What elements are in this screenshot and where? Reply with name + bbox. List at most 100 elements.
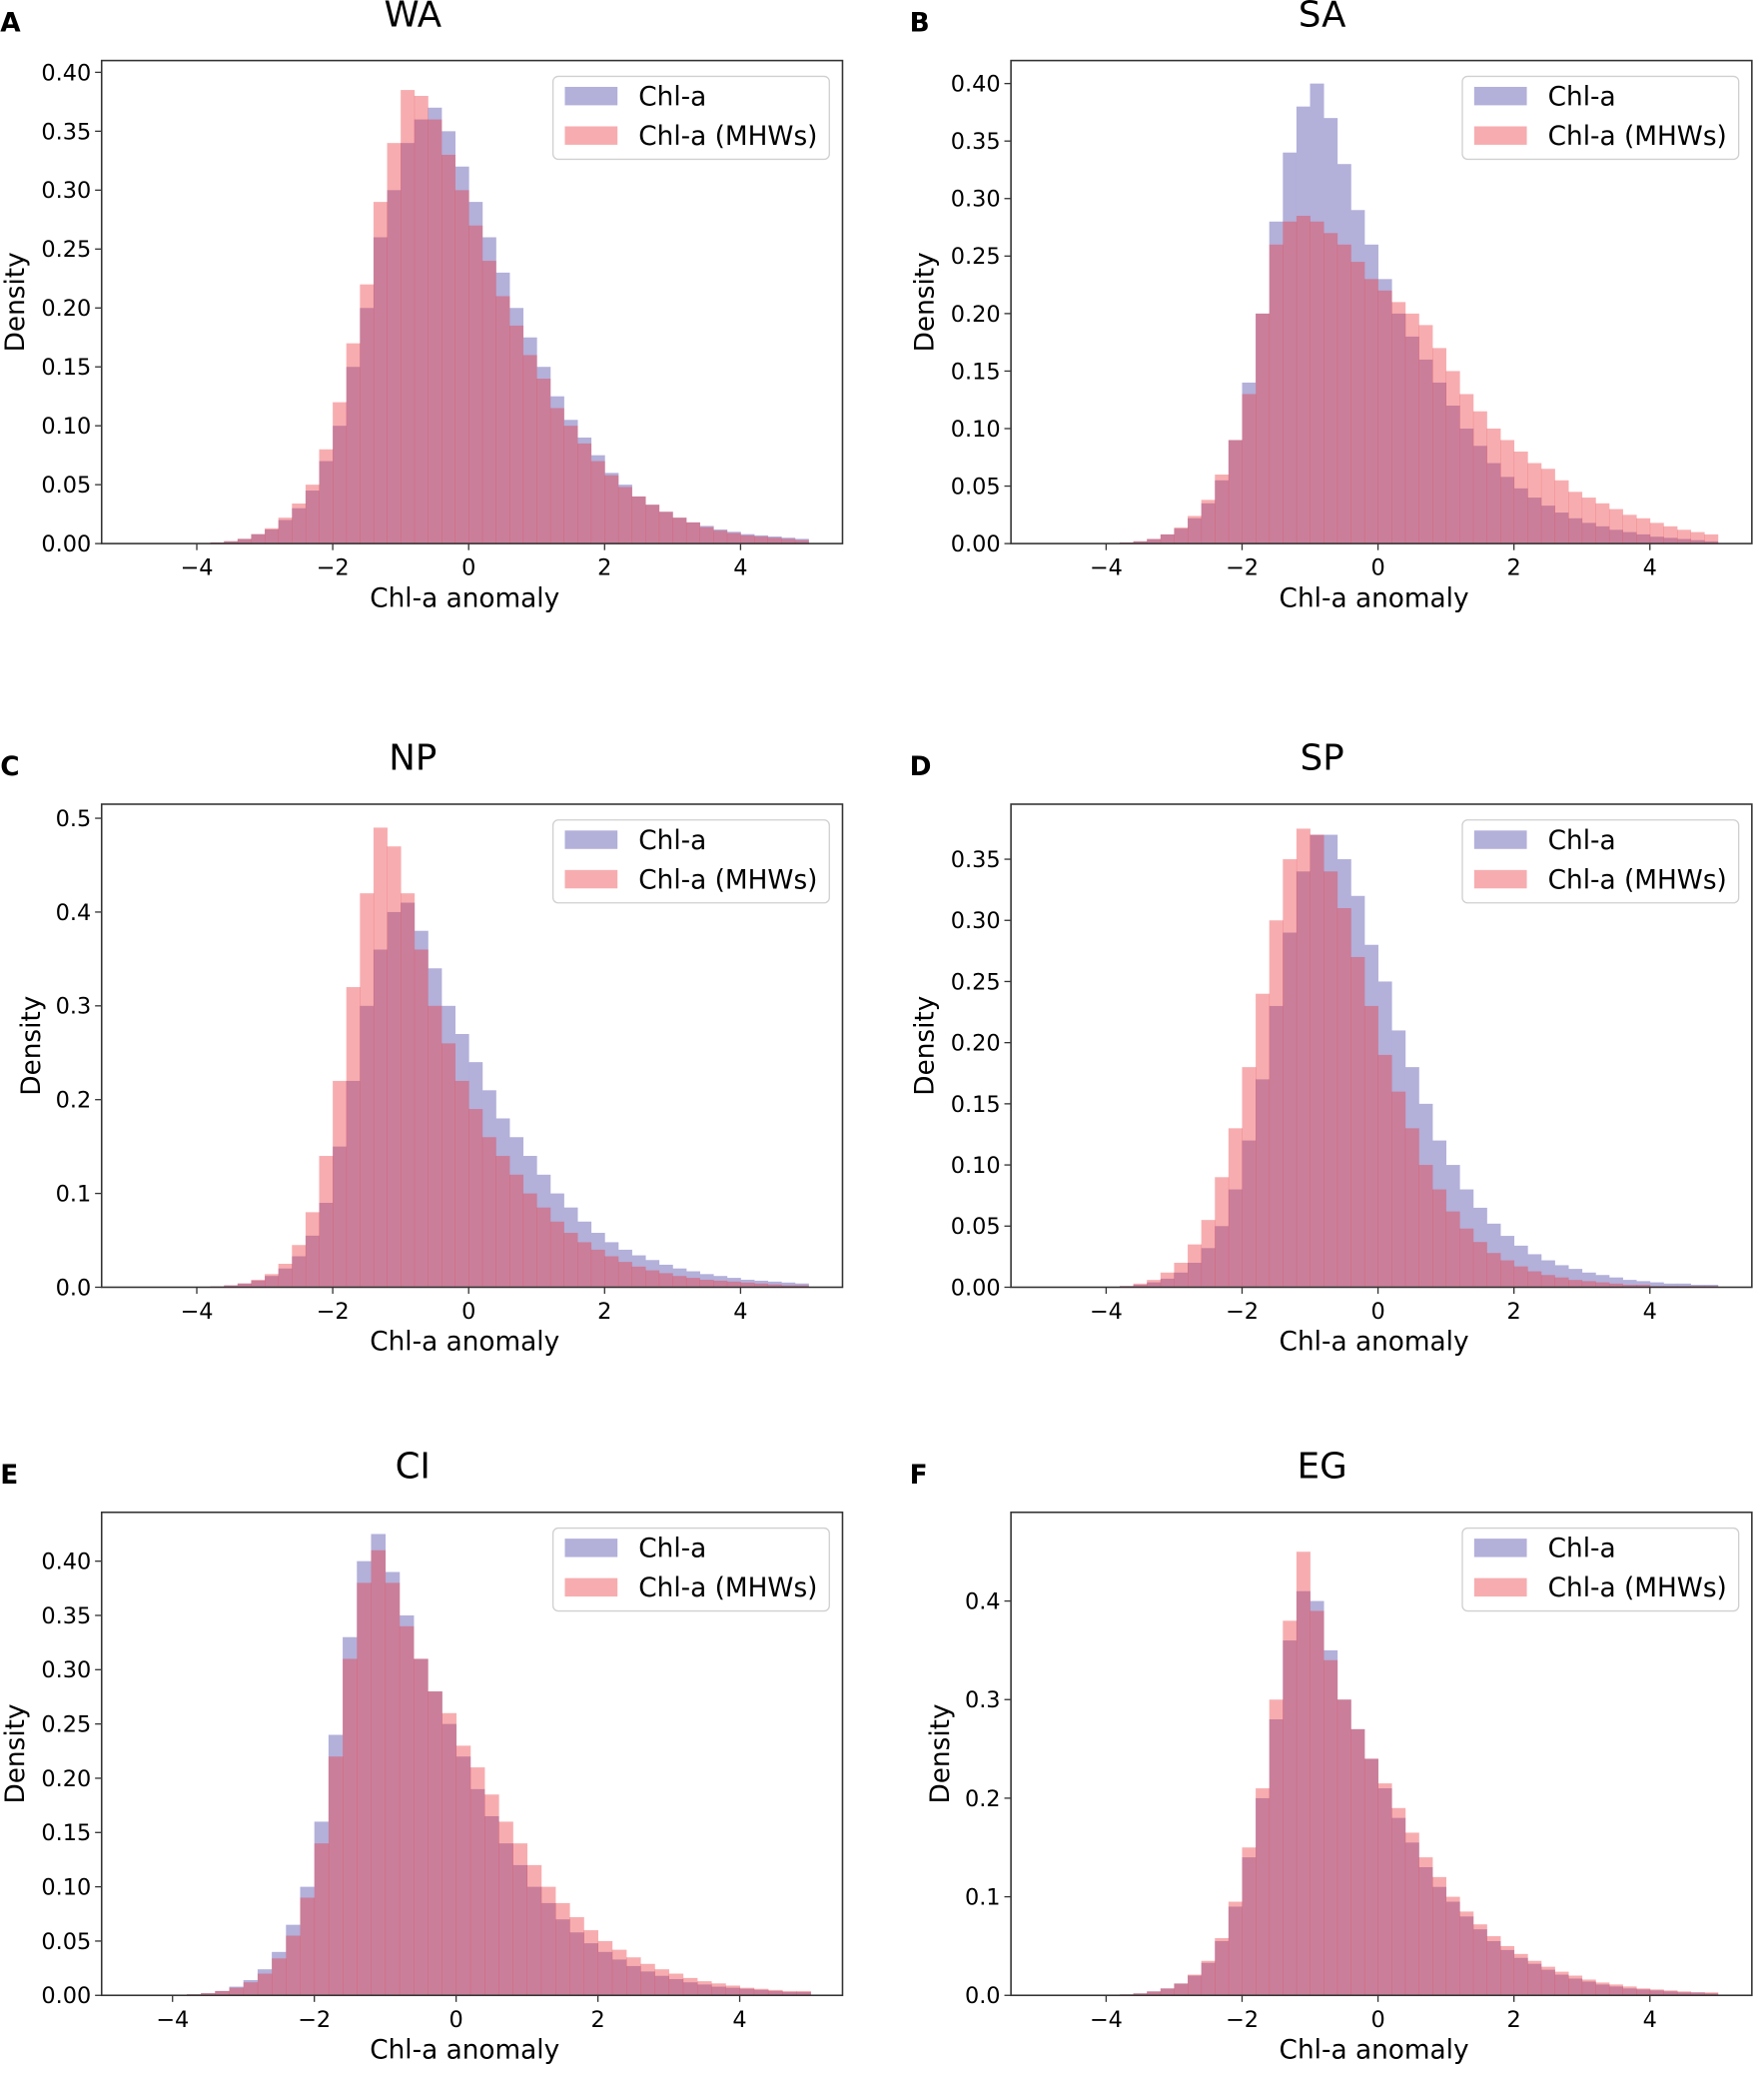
histogram-bar bbox=[796, 1990, 811, 1996]
histogram-bar bbox=[796, 1992, 811, 1996]
x-axis-label: Chl-a anomaly bbox=[1280, 1328, 1469, 1358]
histogram-bar bbox=[328, 1756, 344, 1996]
histogram-bar bbox=[357, 1582, 372, 1996]
histogram-bar bbox=[399, 1614, 415, 1996]
histogram-bar bbox=[522, 355, 537, 544]
histogram-bar bbox=[1363, 944, 1378, 1288]
histogram-bar bbox=[1527, 1254, 1542, 1288]
histogram-bar bbox=[645, 1260, 660, 1288]
histogram-bar bbox=[767, 536, 782, 544]
histogram-bar bbox=[1690, 1285, 1705, 1288]
panel-letter: D bbox=[910, 752, 932, 782]
y-tick-label: 0.35 bbox=[41, 119, 91, 145]
y-tick-label: 0.35 bbox=[41, 1603, 91, 1629]
histogram-bar bbox=[1310, 834, 1324, 1288]
histogram-bar bbox=[685, 1278, 700, 1288]
histogram-bar bbox=[224, 540, 239, 544]
histogram-bar bbox=[314, 1821, 330, 1996]
x-tick-label: 0 bbox=[461, 555, 475, 581]
histogram-bar bbox=[1432, 1140, 1447, 1288]
histogram-bar bbox=[509, 308, 524, 544]
histogram-bar bbox=[360, 308, 375, 544]
x-tick-label: 4 bbox=[733, 1299, 747, 1325]
histogram-bar bbox=[1377, 279, 1392, 544]
series-chl-a bbox=[210, 107, 809, 544]
histogram-bar bbox=[319, 449, 334, 544]
histogram-bar bbox=[1391, 1030, 1406, 1288]
histogram-bar bbox=[1201, 1962, 1216, 1996]
y-tick-label: 0.00 bbox=[41, 1983, 91, 2009]
histogram-bar bbox=[1581, 1281, 1596, 1288]
histogram-bar bbox=[333, 402, 348, 544]
histogram-bar bbox=[346, 1080, 361, 1288]
legend-label-chl-a-mhws: Chl-a (MHWs) bbox=[638, 865, 817, 895]
histogram-bar bbox=[726, 1281, 741, 1288]
histogram-bar bbox=[251, 1279, 266, 1288]
histogram-bar bbox=[1500, 440, 1515, 544]
histogram-bar bbox=[371, 1550, 387, 1996]
histogram-bar bbox=[1690, 1992, 1705, 1996]
histogram-bar bbox=[1174, 1272, 1189, 1288]
x-tick-label: 4 bbox=[732, 2007, 746, 2033]
histogram-bar bbox=[1215, 1938, 1230, 1996]
histogram-bar bbox=[1133, 1993, 1148, 1996]
histogram-bar bbox=[1350, 210, 1365, 544]
histogram-bar bbox=[658, 1264, 673, 1288]
histogram-bar bbox=[360, 284, 375, 544]
histogram-bar bbox=[1608, 1986, 1623, 1996]
histogram-bar bbox=[481, 1090, 496, 1288]
histogram-bar bbox=[739, 1987, 755, 1996]
histogram-bar bbox=[699, 525, 714, 544]
histogram-bar bbox=[1472, 1242, 1487, 1288]
histogram-bar bbox=[1256, 993, 1271, 1288]
axes-frame bbox=[1010, 59, 1753, 544]
histogram-bar bbox=[696, 1981, 712, 1996]
series-chl-a bbox=[210, 902, 809, 1288]
y-tick-label: 0.15 bbox=[41, 1820, 91, 1846]
histogram-bar bbox=[1595, 1275, 1610, 1288]
histogram-bar bbox=[590, 1249, 605, 1288]
y-tick-label: 0.05 bbox=[951, 474, 1001, 500]
histogram-bar bbox=[237, 538, 252, 544]
histogram-bar bbox=[1568, 518, 1583, 544]
histogram-bar bbox=[1336, 164, 1351, 544]
histogram-bar bbox=[346, 987, 361, 1288]
y-tick-label: 0.35 bbox=[951, 129, 1001, 155]
histogram-bar bbox=[1445, 1901, 1460, 1996]
histogram-bar bbox=[1527, 1271, 1542, 1288]
legend-label-chl-a: Chl-a bbox=[638, 82, 706, 112]
histogram-bar bbox=[265, 1276, 280, 1288]
x-tick-label: −4 bbox=[1090, 2007, 1123, 2033]
histogram-bar bbox=[300, 1886, 316, 1996]
histogram-bar bbox=[441, 1043, 455, 1288]
histogram-bar bbox=[1418, 1103, 1433, 1288]
histogram-bar bbox=[1459, 428, 1474, 544]
histogram-bar bbox=[1459, 394, 1474, 544]
axes-frame bbox=[100, 59, 844, 544]
x-tick-label: −2 bbox=[1226, 555, 1259, 581]
histogram-bar bbox=[781, 538, 796, 544]
x-tick-label: 2 bbox=[1507, 555, 1521, 581]
histogram-bar bbox=[373, 237, 388, 544]
histogram-bar bbox=[357, 1560, 372, 1996]
legend-box bbox=[551, 819, 830, 904]
histogram-bar bbox=[526, 1864, 542, 1996]
histogram-bar bbox=[1404, 1067, 1419, 1288]
histogram-bar bbox=[257, 1969, 273, 1996]
x-tick-label: 2 bbox=[590, 2007, 604, 2033]
histogram-bar bbox=[1404, 1832, 1419, 1996]
histogram-bar bbox=[640, 1963, 655, 1996]
histogram-bar bbox=[292, 1245, 307, 1288]
histogram-bar bbox=[604, 1242, 619, 1288]
x-tick-label: −2 bbox=[1226, 2007, 1259, 2033]
x-tick-label: 0 bbox=[1370, 1299, 1384, 1325]
histogram-bar bbox=[1296, 871, 1311, 1288]
histogram-bar bbox=[611, 1949, 627, 1996]
histogram-bar bbox=[1636, 533, 1651, 544]
histogram-bar bbox=[1242, 394, 1257, 544]
histogram-bar bbox=[1500, 1236, 1515, 1288]
histogram-bar bbox=[1459, 1911, 1474, 1996]
histogram-bar bbox=[1513, 1245, 1528, 1288]
legend-box bbox=[551, 1527, 830, 1612]
histogram-bar bbox=[441, 154, 455, 544]
